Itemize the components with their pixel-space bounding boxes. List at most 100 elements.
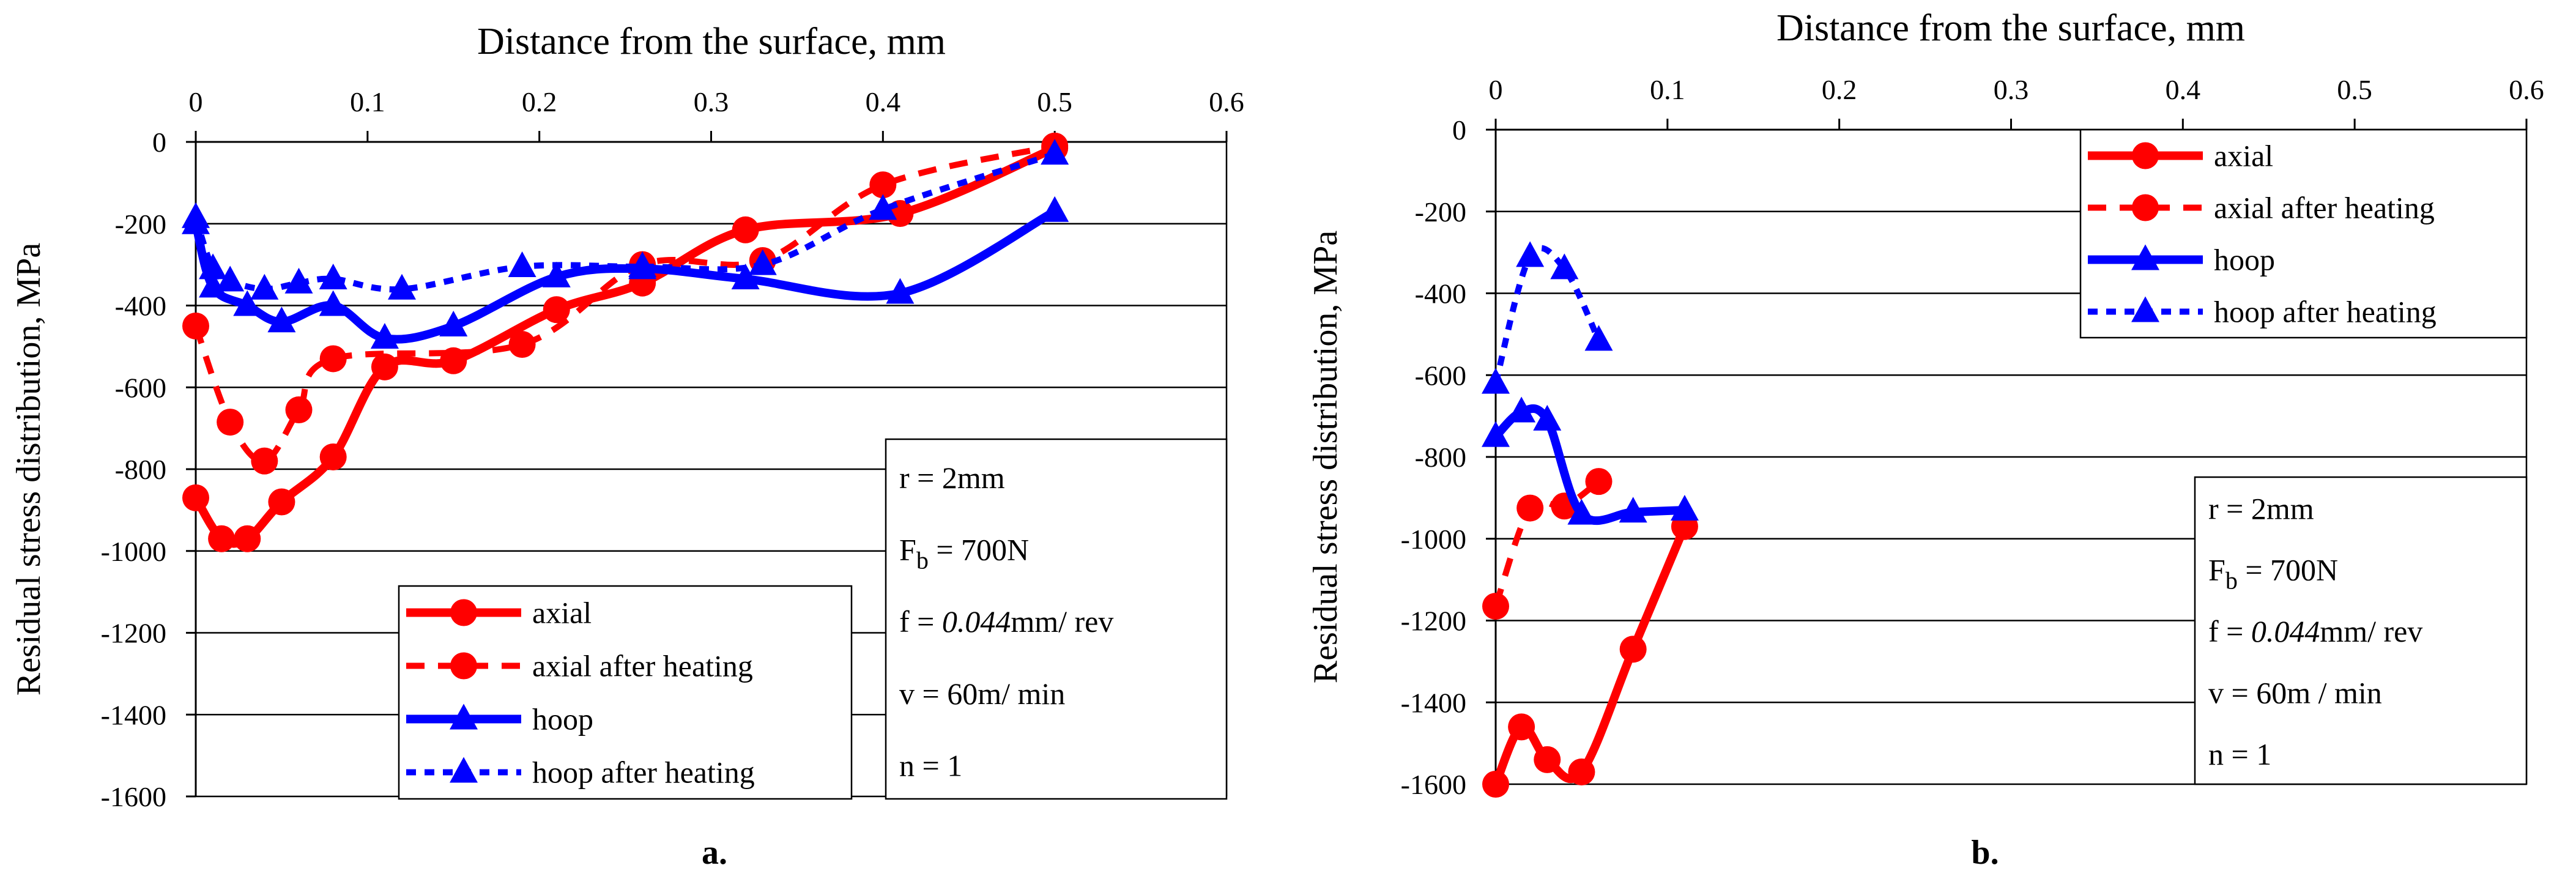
param-feed-unit: mm/ rev — [2320, 614, 2422, 648]
panel-label: b. — [1971, 834, 1999, 872]
data-point — [869, 171, 897, 199]
data-point — [1568, 758, 1595, 785]
x-tick-label: 0.6 — [2509, 74, 2544, 105]
chart-title: Distance from the surface, mm — [477, 21, 946, 62]
y-tick-label: -1400 — [101, 699, 166, 730]
legend-label: hoop — [532, 702, 593, 736]
data-point — [233, 290, 262, 316]
param-passes: n = 1 — [2208, 737, 2271, 771]
y-tick-label: -1400 — [1401, 687, 1466, 718]
y-tick-label: -1000 — [1401, 524, 1466, 555]
param-feed-label: f = — [899, 604, 942, 639]
data-point — [319, 290, 347, 316]
data-point — [1584, 325, 1613, 351]
data-point — [1534, 746, 1561, 773]
y-tick-label: -200 — [115, 209, 166, 240]
legend-marker — [2132, 142, 2159, 169]
data-point — [182, 202, 210, 228]
data-point — [1619, 636, 1647, 663]
data-point — [1585, 468, 1613, 495]
data-point — [208, 525, 236, 552]
series-line-hoop-after-heating — [193, 151, 1056, 293]
data-point — [234, 525, 261, 552]
param-force-subscript: b — [916, 547, 929, 574]
data-point — [250, 273, 279, 300]
param-feed: f = 0.044mm/ rev — [2208, 614, 2422, 648]
y-tick-label: -400 — [115, 291, 166, 322]
data-point — [1482, 421, 1510, 447]
data-point — [1516, 241, 1545, 267]
data-point — [1482, 593, 1509, 620]
legend-marker — [450, 757, 478, 783]
y-tick-label: 0 — [1452, 114, 1466, 146]
series-layer — [182, 132, 1069, 552]
series-line-hoop-after-heating — [1493, 245, 1602, 384]
chart-b: 0 0.1 0.2 0.3 0.4 0.5 0.6 0 -200 -400 -600 -800 -100… — [1307, 7, 2544, 872]
y-tick-label: 0 — [152, 127, 166, 158]
param-feed-unit: mm/ rev — [1011, 604, 1113, 639]
y-tick-label: -800 — [115, 454, 166, 485]
parameter-box — [2194, 476, 2528, 785]
data-point — [284, 267, 313, 294]
data-point — [543, 296, 570, 324]
x-tick-label: 0.3 — [694, 86, 729, 117]
chart-title: Distance from the surface, mm — [1776, 7, 2245, 49]
param-force-symbol: F — [899, 533, 916, 567]
x-tick-label: 0.2 — [1822, 74, 1857, 105]
param-feed-value: 0.044 — [942, 604, 1011, 639]
data-point — [319, 443, 347, 470]
data-point — [439, 310, 468, 336]
data-point — [268, 488, 295, 516]
legend-label: axial — [2214, 139, 2273, 173]
legend-label: hoop after heating — [532, 755, 755, 790]
data-point — [199, 253, 228, 280]
y-tick-label: -1600 — [101, 781, 166, 812]
x-tick-label: 0.1 — [350, 86, 385, 117]
param-radius: r = 2mm — [899, 461, 1005, 495]
data-point — [628, 251, 657, 277]
y-tick-label: -600 — [115, 372, 166, 403]
param-passes: n = 1 — [899, 748, 962, 782]
series-line-axial — [1491, 522, 1689, 788]
legend-marker — [2132, 194, 2159, 221]
data-point — [251, 447, 278, 475]
param-force-value: = 700N — [929, 533, 1029, 567]
x-tick-label: 0 — [1489, 74, 1503, 105]
legend-marker — [2131, 296, 2159, 322]
y-tick-label: -600 — [1415, 360, 1466, 391]
param-force-value: = 700N — [2238, 553, 2338, 587]
data-point — [319, 264, 347, 290]
y-tick-label: -1600 — [1401, 769, 1466, 800]
param-feed-label: f = — [2208, 614, 2251, 648]
x-tick-label: 0.6 — [1209, 86, 1244, 117]
data-point — [1041, 196, 1069, 222]
x-tick-label: 0.4 — [2166, 74, 2201, 105]
data-point — [1516, 494, 1544, 522]
y-tick-label: -1000 — [101, 536, 166, 567]
data-point — [1482, 368, 1510, 394]
data-point — [1567, 499, 1596, 525]
data-point — [731, 264, 760, 290]
legend-marker — [450, 599, 477, 626]
param-feed: f = 0.044mm/ rev — [899, 604, 1113, 639]
legend-marker — [450, 652, 477, 680]
data-point — [216, 265, 245, 292]
x-tick-label: 0.3 — [1994, 74, 2029, 105]
data-point — [508, 251, 536, 277]
data-point — [370, 323, 399, 349]
data-point — [267, 306, 296, 333]
data-point — [886, 278, 915, 304]
y-tick-label: -1200 — [101, 618, 166, 649]
data-point — [1619, 497, 1647, 523]
data-point — [748, 249, 777, 275]
legend-label: axial after heating — [532, 649, 753, 683]
data-point — [1508, 713, 1535, 741]
data-point — [1670, 494, 1699, 521]
x-tick-label: 0.2 — [522, 86, 557, 117]
data-point — [182, 312, 209, 339]
series-line-axial-after-heating — [1493, 479, 1601, 607]
y-tick-label: -1200 — [1401, 606, 1466, 637]
data-point — [217, 409, 244, 436]
data-point — [1482, 771, 1509, 798]
